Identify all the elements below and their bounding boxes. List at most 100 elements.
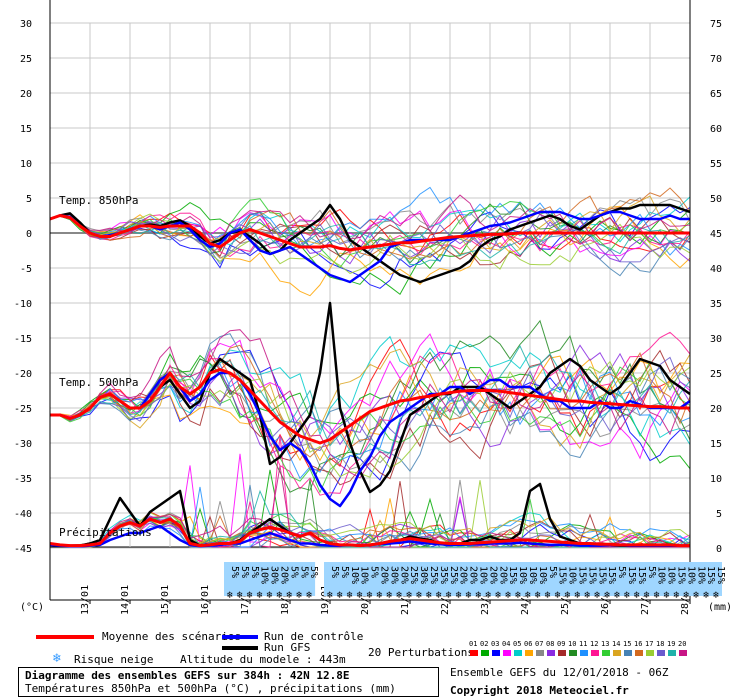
x-tick-label: 13/01 <box>80 585 91 615</box>
left-tick-label: -25 <box>14 404 32 415</box>
snowflake-icon: ❄ <box>466 590 473 601</box>
right-tick-label: 5 <box>716 509 722 520</box>
snow-risk-label: 5% <box>239 566 250 578</box>
legend-mean-swatch <box>36 635 94 639</box>
x-tick-label: 20/01 <box>360 585 371 615</box>
snowflake-icon: ❄ <box>525 590 532 601</box>
perturbation-swatch <box>657 650 665 656</box>
left-tick-label: -5 <box>20 264 32 275</box>
perturbation-number: 14 <box>612 640 621 648</box>
perturbation-number: 04 <box>502 640 511 648</box>
snow-risk-label: 10% <box>349 566 360 584</box>
snow-risk-label: 5% <box>547 566 558 578</box>
right-tick-label: 20 <box>710 404 722 415</box>
perturbation-number: 10 <box>568 640 577 648</box>
snowflake-icon: ❄ <box>436 590 443 601</box>
grid <box>49 22 691 549</box>
perturbation-swatch <box>668 650 676 656</box>
series-line-precip <box>49 517 690 548</box>
perturbation-line <box>49 349 691 499</box>
snowflake-icon: ❄ <box>693 590 700 601</box>
snowflake-icon: ❄ <box>327 590 334 601</box>
perturbation-swatch <box>558 650 566 656</box>
perturbation-number: 09 <box>557 640 566 648</box>
snow-risk-label: 20% <box>487 566 498 584</box>
perturbation-line <box>49 344 691 460</box>
snow-risk-label: 10% <box>517 566 528 584</box>
right-tick-label: 10 <box>710 474 722 485</box>
legend-perturbations: 20 Perturbations <box>368 646 474 659</box>
x-tick-label: 14/01 <box>120 585 131 615</box>
snow-risk-label: 5% <box>646 566 657 578</box>
perturbation-swatch <box>503 650 511 656</box>
right-tick-label: 55 <box>710 159 722 170</box>
snow-risk-label: 25% <box>448 566 459 584</box>
legend-mean: Moyenne des scénarios <box>102 630 242 643</box>
series-line-t500 <box>50 368 690 445</box>
snow-risk-label: 10% <box>685 566 696 584</box>
snow-risk-label: 10% <box>527 566 538 584</box>
perturbation-swatch <box>602 650 610 656</box>
snow-risk-label: 15% <box>705 566 716 584</box>
right-tick-label: 75 <box>710 19 722 30</box>
perturbation-line <box>49 329 691 479</box>
x-tick-label: 27/01 <box>640 585 651 615</box>
snowflake-icon: ❄ <box>594 590 601 601</box>
snowflake-icon: ❄ <box>713 590 720 601</box>
left-tick-label: 30 <box>20 19 32 30</box>
snow-risk-label: 15% <box>626 566 637 584</box>
snow-risk-label: 20% <box>468 566 479 584</box>
perturbation-number: 12 <box>590 640 599 648</box>
perturbation-line <box>49 213 691 274</box>
right-tick-label: 30 <box>710 334 722 345</box>
perturbation-swatch <box>481 650 489 656</box>
left-tick-label: 10 <box>20 159 32 170</box>
snow-risk-label: 25% <box>408 566 419 584</box>
legend-gfs: Run GFS <box>264 641 311 654</box>
snowflake-icon: ❄ <box>624 590 631 601</box>
perturbation-swatch <box>547 650 555 656</box>
snow-risk-label: 5% <box>616 566 627 578</box>
left-tick-label: 15 <box>20 124 32 135</box>
perturbation-swatch <box>646 650 654 656</box>
snow-risk-label: 15% <box>596 566 607 584</box>
perturbation-number: 16 <box>634 640 643 648</box>
perturbation-number: 18 <box>656 640 665 648</box>
x-tick-label: 17/01 <box>240 585 251 615</box>
legend-control-swatch <box>222 635 258 639</box>
snowflake-icon: ❄ <box>227 590 234 601</box>
snowflake-icon: ❄ <box>535 590 542 601</box>
snowflake-icon: ❄ <box>545 590 552 601</box>
snowflake-icon: ❄ <box>337 590 344 601</box>
perturbation-line <box>49 356 691 452</box>
snow-risk-label: 5% <box>339 566 350 578</box>
snow-risk-label: 5% <box>288 566 299 578</box>
snowflake-icon: ❄ <box>277 590 284 601</box>
legend-snow: Risque neige <box>74 653 154 666</box>
perturbation-swatch <box>679 650 687 656</box>
left-tick-label: -10 <box>14 299 32 310</box>
perturbation-number: 01 <box>469 640 478 648</box>
right-tick-label: 60 <box>710 124 722 135</box>
snow-band <box>224 562 316 596</box>
snowflake-icon: ❄ <box>367 590 374 601</box>
x-tick-label: 28/01 <box>680 585 691 615</box>
perturbation-number: 02 <box>480 640 489 648</box>
right-tick-label: 40 <box>710 264 722 275</box>
snow-band <box>324 562 722 596</box>
snow-risk-strip: 5% ❄ 5% ❄ 5% ❄ 10% ❄ 30% ❄ 20% ❄ 5% ❄ 5% ❄ 5% ❄ 5% ❄ 5% ❄ 10% ❄… <box>224 562 726 601</box>
label-precip: Précipitations <box>59 526 152 539</box>
perturbation-line <box>49 202 691 296</box>
snow-risk-label: 35% <box>438 566 449 584</box>
right-tick-label: 35 <box>710 299 722 310</box>
info-title: Diagramme des ensembles GEFS sur 384h : … <box>25 669 350 682</box>
snowflake-icon: ❄ <box>634 590 641 601</box>
left-tick-label: -45 <box>14 544 32 555</box>
x-tick-label: 19/01 <box>320 585 331 615</box>
perturbation-swatch <box>536 650 544 656</box>
x-tick-label: 23/01 <box>480 585 491 615</box>
snowflake-icon: ❄ <box>247 590 254 601</box>
perturbation-line <box>49 355 691 462</box>
left-tick-label: -20 <box>14 369 32 380</box>
